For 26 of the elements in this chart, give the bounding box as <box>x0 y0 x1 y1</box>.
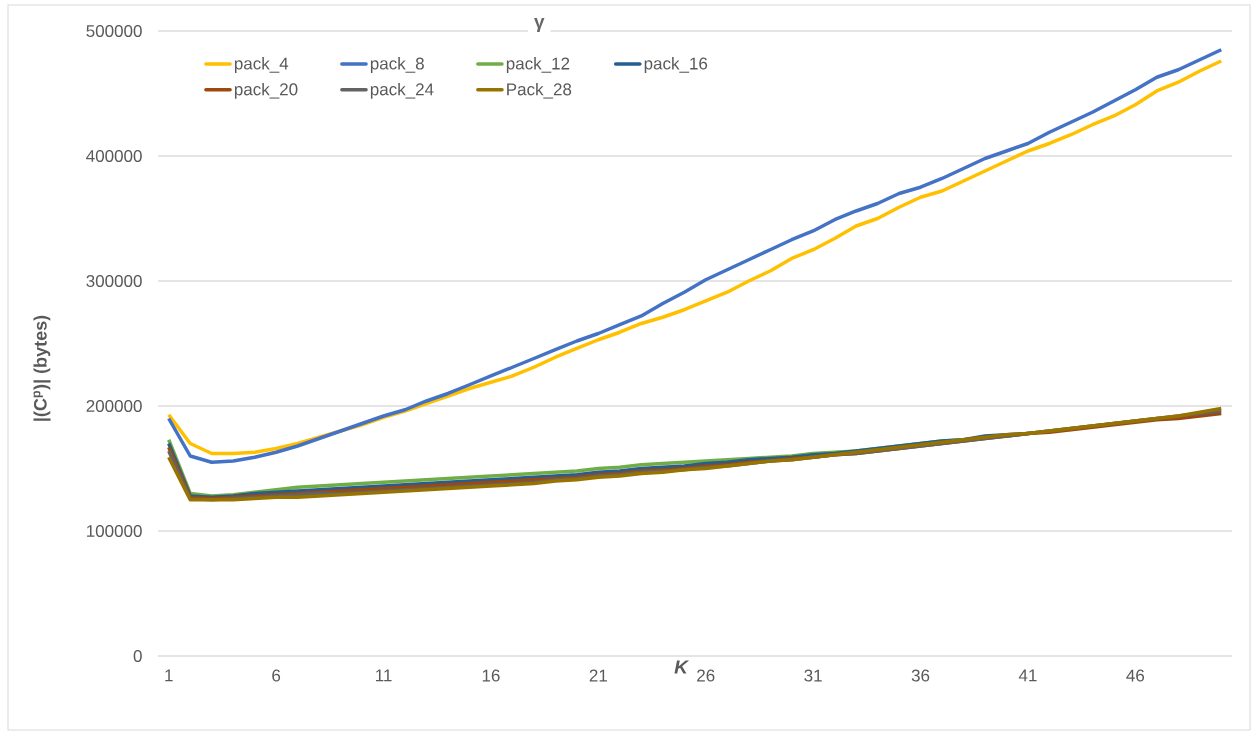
x-tick-label: 16 <box>482 669 500 682</box>
legend-label: pack_20 <box>234 82 298 99</box>
y-tick-label: 200000 <box>86 399 142 413</box>
x-axis-title: K <box>674 660 690 674</box>
y-tick-label: 500000 <box>86 24 142 38</box>
x-tick-label: 41 <box>1018 669 1037 682</box>
x-tick-label: 31 <box>804 669 822 682</box>
x-tick-label: 6 <box>272 669 281 682</box>
y-tick-label: 400000 <box>86 149 142 163</box>
legend-label: pack_12 <box>506 57 570 73</box>
legend-label: Pack_28 <box>507 82 572 99</box>
x-tick-label: 1 <box>165 669 173 682</box>
legend-label: pack_24 <box>370 82 434 99</box>
chart-title: γ <box>534 18 545 32</box>
y-axis-title: |(C$^{p}$)| (bytes) <box>33 315 51 421</box>
legend-label: pack_4 <box>234 57 289 73</box>
x-tick-label: 46 <box>1126 669 1145 682</box>
y-tick-label: 100000 <box>87 524 142 538</box>
y-tick-label: 0 <box>133 649 142 663</box>
x-tick-label: 21 <box>589 669 607 682</box>
legend-label: pack_16 <box>644 57 708 73</box>
legend-label: pack_8 <box>370 57 424 73</box>
x-tick-label: 11 <box>376 669 392 682</box>
x-tick-label: 26 <box>697 669 715 682</box>
y-tick-label: 300000 <box>86 274 142 288</box>
x-tick-label: 36 <box>911 669 930 682</box>
